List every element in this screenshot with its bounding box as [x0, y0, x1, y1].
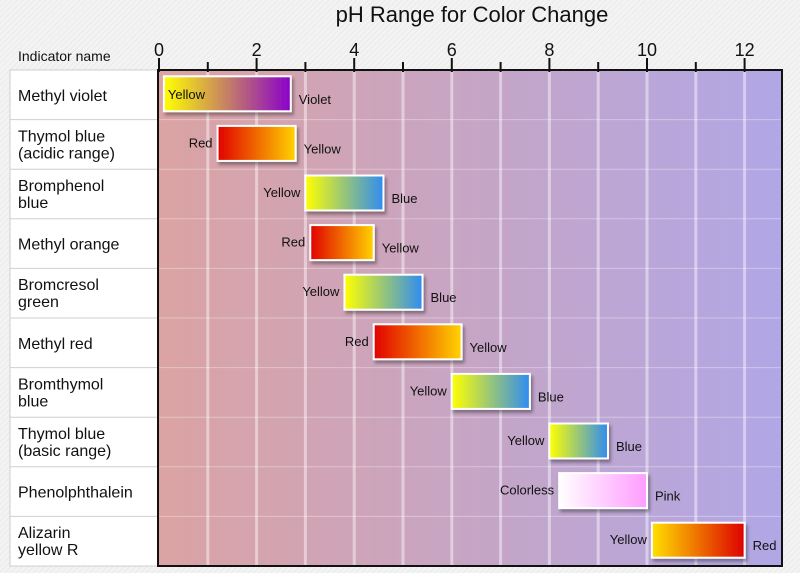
range-bar — [216, 124, 297, 162]
high-ph-color-label: Red — [753, 538, 777, 553]
low-ph-color-label: Red — [281, 235, 305, 250]
range-bar — [558, 472, 648, 510]
high-ph-color-label: Pink — [655, 489, 681, 504]
indicator-name: Methyl violet — [18, 88, 107, 105]
indicator-name: Phenolphthalein — [18, 485, 133, 502]
high-ph-color-label: Yellow — [382, 241, 420, 256]
range-bar — [304, 174, 385, 212]
high-ph-color-label: Blue — [538, 389, 564, 404]
indicator-name: Bromphenol blue — [18, 178, 104, 212]
tick-label: 4 — [349, 40, 359, 60]
low-ph-color-label: Yellow — [168, 87, 206, 102]
indicator-name: Thymol blue (acidic range) — [18, 128, 115, 162]
indicator-name: Bromcresol green — [18, 277, 99, 311]
low-ph-color-label: Red — [189, 135, 213, 150]
range-bar — [372, 323, 463, 361]
tick-label: 8 — [544, 40, 554, 60]
indicator-name: Bromthymol blue — [18, 376, 103, 410]
range-bar — [450, 372, 531, 410]
low-ph-color-label: Yellow — [410, 383, 448, 398]
high-ph-color-label: Violet — [299, 92, 332, 107]
low-ph-color-label: Colorless — [500, 483, 555, 498]
range-bar — [162, 75, 292, 113]
high-ph-color-label: Yellow — [304, 141, 342, 156]
plot-area: 0 2 4 6 8 10 12 Methyl violet Yellow Violet Thymol… — [9, 40, 783, 567]
low-ph-color-label: Yellow — [610, 532, 648, 547]
tick-label: 12 — [735, 40, 755, 60]
chart-title: pH Range for Color Change — [336, 2, 609, 27]
indicator-name-header: Indicator name — [18, 48, 111, 64]
high-ph-color-label: Blue — [616, 439, 642, 454]
indicator-name: Methyl orange — [18, 237, 119, 254]
high-ph-color-label: Blue — [431, 290, 457, 305]
indicator-name: Methyl red — [18, 336, 93, 353]
low-ph-color-label: Red — [345, 334, 369, 349]
tick-label: 6 — [447, 40, 457, 60]
low-ph-color-label: Yellow — [507, 433, 545, 448]
low-ph-color-label: Yellow — [302, 284, 340, 299]
high-ph-color-label: Blue — [391, 191, 417, 206]
plot-frame — [157, 69, 783, 567]
range-bar — [343, 273, 424, 311]
range-bar — [548, 422, 609, 460]
range-bar — [650, 521, 746, 559]
tick-label: 10 — [637, 40, 657, 60]
high-ph-color-label: Yellow — [470, 340, 508, 355]
indicator-name: Thymol blue (basic range) — [18, 426, 111, 460]
low-ph-color-label: Yellow — [263, 185, 301, 200]
tick-label: 2 — [252, 40, 262, 60]
tick-label: 0 — [154, 40, 164, 60]
range-bar — [309, 224, 375, 262]
indicator-name: Alizarin yellow R — [18, 525, 78, 559]
